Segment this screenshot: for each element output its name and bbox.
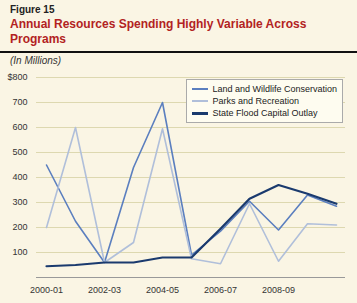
svg-text:300: 300: [12, 197, 27, 207]
svg-text:100: 100: [12, 247, 27, 257]
svg-text:500: 500: [12, 147, 27, 157]
svg-text:2004-05: 2004-05: [146, 285, 179, 295]
svg-text:2006-07: 2006-07: [204, 285, 237, 295]
html-text:State Flood Capital Outlay: State Flood Capital Outlay: [212, 108, 318, 118]
svg-text:$800: $800: [7, 72, 27, 82]
svg-text:2008-09: 2008-09: [262, 285, 295, 295]
svg-text:400: 400: [12, 172, 27, 182]
svg-text:2002-03: 2002-03: [88, 285, 121, 295]
svg-text:600: 600: [12, 122, 27, 132]
html-text:Figure 15: Figure 15: [10, 4, 55, 15]
svg-text:200: 200: [12, 222, 27, 232]
svg-text:700: 700: [12, 97, 27, 107]
html-text:Annual Resources Spending High: Annual Resources Spending Highly Variabl…: [10, 17, 307, 46]
svg-text:2000-01: 2000-01: [30, 285, 63, 295]
html-text:Land and Wildlife Conservation: Land and Wildlife Conservation: [212, 84, 337, 94]
html-text:(In Millions): (In Millions): [10, 55, 62, 66]
html-text:Parks and Recreation: Parks and Recreation: [212, 96, 299, 106]
